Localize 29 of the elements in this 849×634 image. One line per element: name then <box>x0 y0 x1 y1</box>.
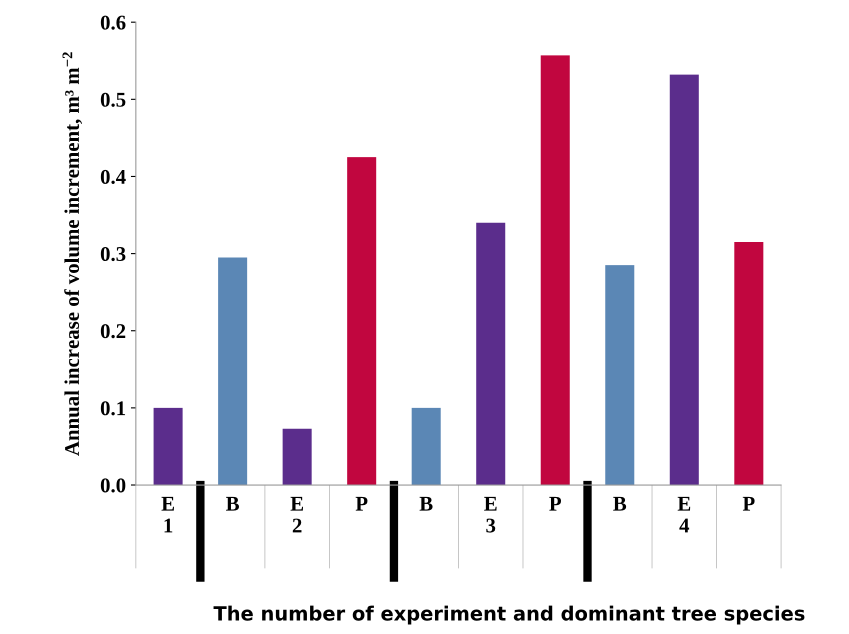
x-tick-label: B <box>420 496 433 511</box>
x-tick-label: E 3 <box>484 496 497 533</box>
x-tick-label: E 1 <box>162 496 174 532</box>
bar <box>282 428 312 486</box>
x-axis-title: The number of experiment and dominant tree species <box>214 606 804 624</box>
y-tick-label: 0.3 <box>100 246 126 262</box>
bar <box>734 242 764 486</box>
x-tick-label: B <box>226 496 239 511</box>
x-tick-label: B <box>613 496 626 511</box>
bar <box>218 257 248 486</box>
bar <box>670 74 699 486</box>
y-tick-label: 0.2 <box>100 324 126 338</box>
bar <box>605 265 634 486</box>
x-tick-label: P <box>549 496 562 511</box>
y-tick-label: 0.6 <box>100 16 126 30</box>
y-tick-label: 0.0 <box>100 478 126 493</box>
bar <box>540 55 570 486</box>
bar <box>412 408 441 486</box>
y-axis-title: Annual increase of volume increment, m³ m$^{−2}$ <box>62 52 82 456</box>
x-tick-label: E 2 <box>290 496 304 532</box>
y-tick-label: 0.1 <box>100 401 126 416</box>
x-tick-label: P <box>742 496 755 511</box>
bar <box>347 157 376 486</box>
y-tick-label: 0.4 <box>100 170 126 184</box>
x-tick-label: E 4 <box>678 496 690 532</box>
x-tick-label: P <box>356 496 368 511</box>
y-tick-label: 0.5 <box>100 92 126 107</box>
bar <box>154 408 183 486</box>
bar <box>476 222 506 486</box>
